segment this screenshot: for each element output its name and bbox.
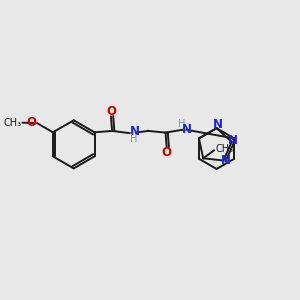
Text: O: O xyxy=(26,116,36,129)
Text: N: N xyxy=(182,123,192,136)
Text: N: N xyxy=(213,118,223,131)
Text: N: N xyxy=(228,134,238,147)
Text: O: O xyxy=(162,146,172,159)
Text: N: N xyxy=(221,154,231,167)
Text: CH₃: CH₃ xyxy=(215,144,233,154)
Text: CH₃: CH₃ xyxy=(3,118,22,128)
Text: N: N xyxy=(130,125,140,138)
Text: H: H xyxy=(178,118,186,128)
Text: O: O xyxy=(106,105,116,118)
Text: H: H xyxy=(130,134,138,144)
